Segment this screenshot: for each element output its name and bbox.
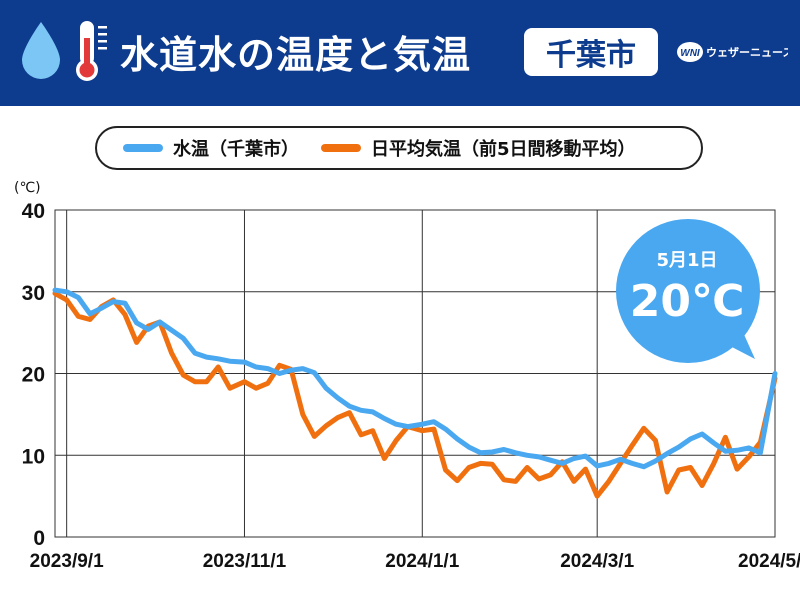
y-tick-label: 30 — [22, 282, 45, 305]
legend-item-air-temp: 日平均気温（前5日間移動平均） — [321, 135, 636, 161]
y-tick-label: 20 — [22, 364, 45, 387]
callout-date: 5月1日 — [656, 250, 718, 271]
x-tick-label: 2024/5/1 — [738, 551, 800, 572]
chart-legend: 水温（千葉市） 日平均気温（前5日間移動平均） — [95, 126, 703, 170]
legend-swatch-air-temp — [321, 144, 361, 152]
legend-item-water-temp: 水温（千葉市） — [123, 135, 299, 161]
y-tick-label: 10 — [22, 445, 45, 468]
brand-logo: WNI ウェザーニュース — [677, 42, 788, 62]
page-title: 水道水の温度と気温 — [120, 33, 472, 77]
brand-mark: WNI — [680, 48, 700, 59]
y-tick-label: 0 — [33, 527, 45, 550]
thermometer-icon — [76, 21, 107, 81]
x-tick-label: 2023/11/1 — [203, 551, 287, 572]
legend-label-water-temp: 水温（千葉市） — [173, 139, 299, 160]
callout-value: 20℃ — [629, 276, 745, 327]
y-axis-unit: (℃) — [14, 180, 41, 196]
legend-label-air-temp: 日平均気温（前5日間移動平均） — [371, 139, 636, 160]
water-drop-icon — [22, 22, 60, 79]
brand-name: ウェザーニュース — [706, 46, 788, 59]
y-tick-label: 40 — [22, 200, 45, 223]
x-tick-label: 2024/3/1 — [560, 551, 634, 572]
callout-bubble — [616, 219, 760, 363]
x-tick-label: 2024/1/1 — [385, 551, 459, 572]
x-tick-label: 2023/9/1 — [30, 551, 104, 572]
series-line-air-temp — [52, 290, 778, 499]
series-line-water-temp — [52, 287, 778, 470]
city-badge: 千葉市 — [524, 28, 658, 76]
header-bar — [0, 0, 800, 106]
legend-swatch-water-temp — [123, 144, 163, 152]
